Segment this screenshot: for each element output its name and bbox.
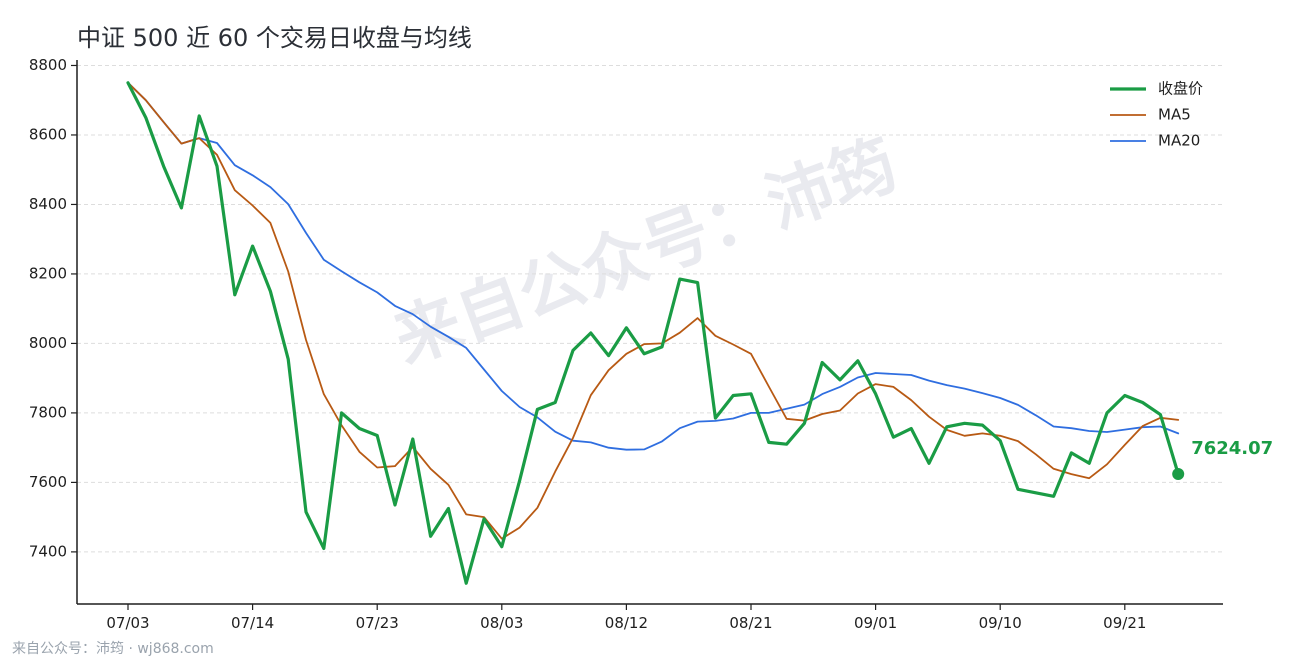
chart-title: 中证 500 近 60 个交易日收盘与均线 xyxy=(77,24,472,52)
x-tick-label: 07/03 xyxy=(106,614,149,632)
legend-label: MA20 xyxy=(1158,132,1200,150)
last-close-point xyxy=(1172,468,1185,481)
axes xyxy=(76,60,1223,605)
x-tick-label: 07/23 xyxy=(356,614,399,632)
legend-label: MA5 xyxy=(1158,106,1191,124)
x-tick-label: 08/03 xyxy=(480,614,523,632)
x-tick-label: 08/21 xyxy=(729,614,772,632)
x-tick-label: 08/12 xyxy=(605,614,648,632)
last-close-label: 7624.07 xyxy=(1191,438,1273,459)
y-tick-label: 7600 xyxy=(29,473,67,491)
x-tick-label: 09/01 xyxy=(854,614,897,632)
y-tick-label: 7400 xyxy=(29,542,67,560)
footer-credit: 来自公众号：沛筠 · wj868.com xyxy=(12,641,214,657)
series-layer: 7624.07 xyxy=(126,81,1273,585)
series-ma5-line xyxy=(127,81,1180,540)
grid-lines xyxy=(77,64,1223,553)
series-close-line xyxy=(126,81,1180,585)
x-tick-label: 09/21 xyxy=(1103,614,1146,632)
y-tick-label: 8600 xyxy=(29,125,67,143)
x-axis-ticks: 07/03 07/14 07/23 08/03 08/12 08/21 09/01 09/10… xyxy=(106,604,1146,632)
series-ma20-line xyxy=(127,81,1180,451)
y-tick-label: 7800 xyxy=(29,403,67,421)
y-tick-label: 8200 xyxy=(29,264,67,282)
x-tick-label: 07/14 xyxy=(231,614,274,632)
y-tick-label: 8000 xyxy=(29,334,67,352)
watermark: 来自公众号：沛筠 xyxy=(384,125,906,378)
y-tick-label: 8400 xyxy=(29,195,67,213)
legend: 收盘价 MA5 MA20 xyxy=(1110,80,1203,150)
x-tick-label: 09/10 xyxy=(979,614,1022,632)
legend-label: 收盘价 xyxy=(1158,80,1203,98)
y-tick-label: 8800 xyxy=(29,56,67,74)
y-axis-ticks: 7400 7600 7800 8000 8200 8400 8600 8800 xyxy=(29,56,77,560)
